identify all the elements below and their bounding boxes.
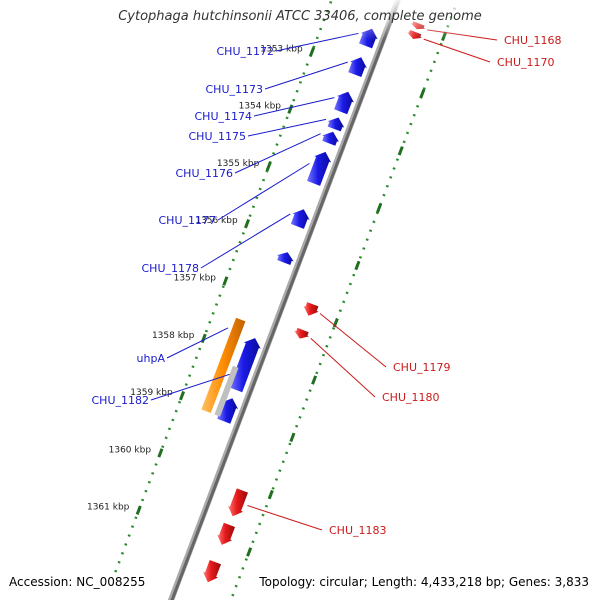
feature-chu-1175[interactable] <box>327 117 345 132</box>
feature-label-chu-1175[interactable]: CHU_1175 <box>189 130 247 143</box>
feature-unnamed-7[interactable] <box>276 252 294 265</box>
kbp-tick-mark <box>246 547 253 557</box>
kbp-tick-mark <box>311 375 318 385</box>
feature-layer <box>201 21 426 583</box>
feature-chu-1174[interactable] <box>334 91 354 115</box>
feature-arrow <box>217 398 238 424</box>
feature-chu-1182[interactable] <box>229 338 261 393</box>
kbp-tick-mark <box>244 218 251 229</box>
feature-label-chu-1172[interactable]: CHU_1172 <box>217 45 275 58</box>
feature-arrow <box>294 327 310 339</box>
callout-line <box>150 373 230 401</box>
feature-label-chu-1183[interactable]: CHU_1183 <box>329 524 387 537</box>
kbp-tick-label: 1354 kbp <box>239 102 282 112</box>
map-title: Cytophaga hutchinsonii ATCC 33406, compl… <box>118 9 482 24</box>
kbp-tick-mark <box>287 104 294 114</box>
top-fade <box>340 0 470 40</box>
feature-label-chu-1168[interactable]: CHU_1168 <box>504 34 562 47</box>
feature-label-chu-1170[interactable]: CHU_1170 <box>497 56 555 69</box>
feature-uhpa[interactable] <box>201 317 246 417</box>
kbp-tick-mark <box>265 161 272 172</box>
kbp-tick-mark <box>135 505 142 515</box>
callout-line <box>247 118 327 137</box>
feature-chu-1180[interactable] <box>294 327 310 339</box>
callout-line <box>166 327 229 359</box>
feature-unnamed-9[interactable] <box>217 398 238 424</box>
feature-arrow <box>276 252 294 265</box>
callout-line <box>264 61 348 90</box>
feature-label-chu-1177[interactable]: CHU_1177 <box>159 214 217 227</box>
kbp-tick-mark <box>200 333 207 344</box>
callout-line <box>234 133 321 174</box>
feature-arrow <box>203 560 221 583</box>
topology-text: Topology: circular; Length: 4,433,218 bp… <box>259 575 589 589</box>
feature-chu-1176[interactable] <box>322 131 339 146</box>
rna-sub-feature <box>214 365 239 417</box>
kbp-tick-label: 1355 kbp <box>217 159 260 169</box>
feature-chu-1173[interactable] <box>348 57 367 77</box>
callout-line <box>217 163 310 221</box>
kbp-tick-label: 1358 kbp <box>152 331 195 341</box>
kbp-tick-label: 1356 kbp <box>195 216 238 226</box>
feature-label-chu-1180[interactable]: CHU_1180 <box>382 391 440 404</box>
genome-backbone <box>170 0 401 600</box>
feature-arrow <box>217 522 235 545</box>
feature-arrow <box>303 302 319 316</box>
callout-line <box>310 337 376 398</box>
kbp-tick-mark <box>419 88 426 99</box>
callout-line <box>247 505 323 531</box>
feature-unnamed-16[interactable] <box>217 522 235 545</box>
callout-line <box>423 38 491 63</box>
feature-label-chu-1178[interactable]: CHU_1178 <box>142 262 200 275</box>
feature-arrow <box>290 209 310 229</box>
callout-line <box>319 313 387 368</box>
feature-arrow <box>327 117 345 132</box>
feature-chu-1183[interactable] <box>228 488 248 517</box>
feature-arrow <box>229 338 261 393</box>
feature-arrow <box>201 317 246 413</box>
feature-chu-1177[interactable] <box>307 151 332 186</box>
genome-backbone-layer <box>167 0 402 600</box>
feature-chu-1179[interactable] <box>303 302 319 316</box>
feature-arrow <box>307 151 332 186</box>
feature-label-chu-1182[interactable]: CHU_1182 <box>92 394 150 407</box>
kbp-tick-mark <box>289 432 296 443</box>
feature-label-chu-1173[interactable]: CHU_1173 <box>206 83 264 96</box>
feature-label-chu-1176[interactable]: CHU_1176 <box>176 167 234 180</box>
kbp-tick-mark <box>179 390 186 401</box>
kbp-tick-label: 1361 kbp <box>87 503 130 513</box>
kbp-tick-mark <box>376 203 383 213</box>
kbp-tick-mark <box>397 146 404 156</box>
feature-arrow <box>322 131 339 146</box>
feature-arrow <box>228 488 248 517</box>
kbp-tick-mark <box>354 260 361 271</box>
feature-chu-1178[interactable] <box>290 209 310 229</box>
kbp-tick-mark <box>157 448 164 458</box>
kbp-tick-label: 1359 kbp <box>130 388 173 398</box>
kbp-tick-mark <box>309 47 316 57</box>
feature-label-uhpa[interactable]: uhpA <box>137 352 166 365</box>
feature-arrow <box>348 57 367 77</box>
accession-text: Accession: NC_008255 <box>9 575 146 589</box>
kbp-tick-label: 1357 kbp <box>174 274 217 284</box>
feature-label-chu-1174[interactable]: CHU_1174 <box>195 110 253 123</box>
callout-line <box>253 97 335 117</box>
callout-line <box>200 213 291 269</box>
feature-unnamed-17[interactable] <box>203 560 221 583</box>
kbp-tick-mark <box>267 489 274 500</box>
kbp-tick-mark <box>222 276 229 286</box>
feature-label-chu-1179[interactable]: CHU_1179 <box>393 361 451 374</box>
feature-arrow <box>334 91 354 115</box>
label-layer: CHU_1172 CHU_1173 CHU_1174 CHU_1175 CHU_1176… <box>92 29 562 537</box>
kbp-tick-label: 1360 kbp <box>109 445 152 455</box>
